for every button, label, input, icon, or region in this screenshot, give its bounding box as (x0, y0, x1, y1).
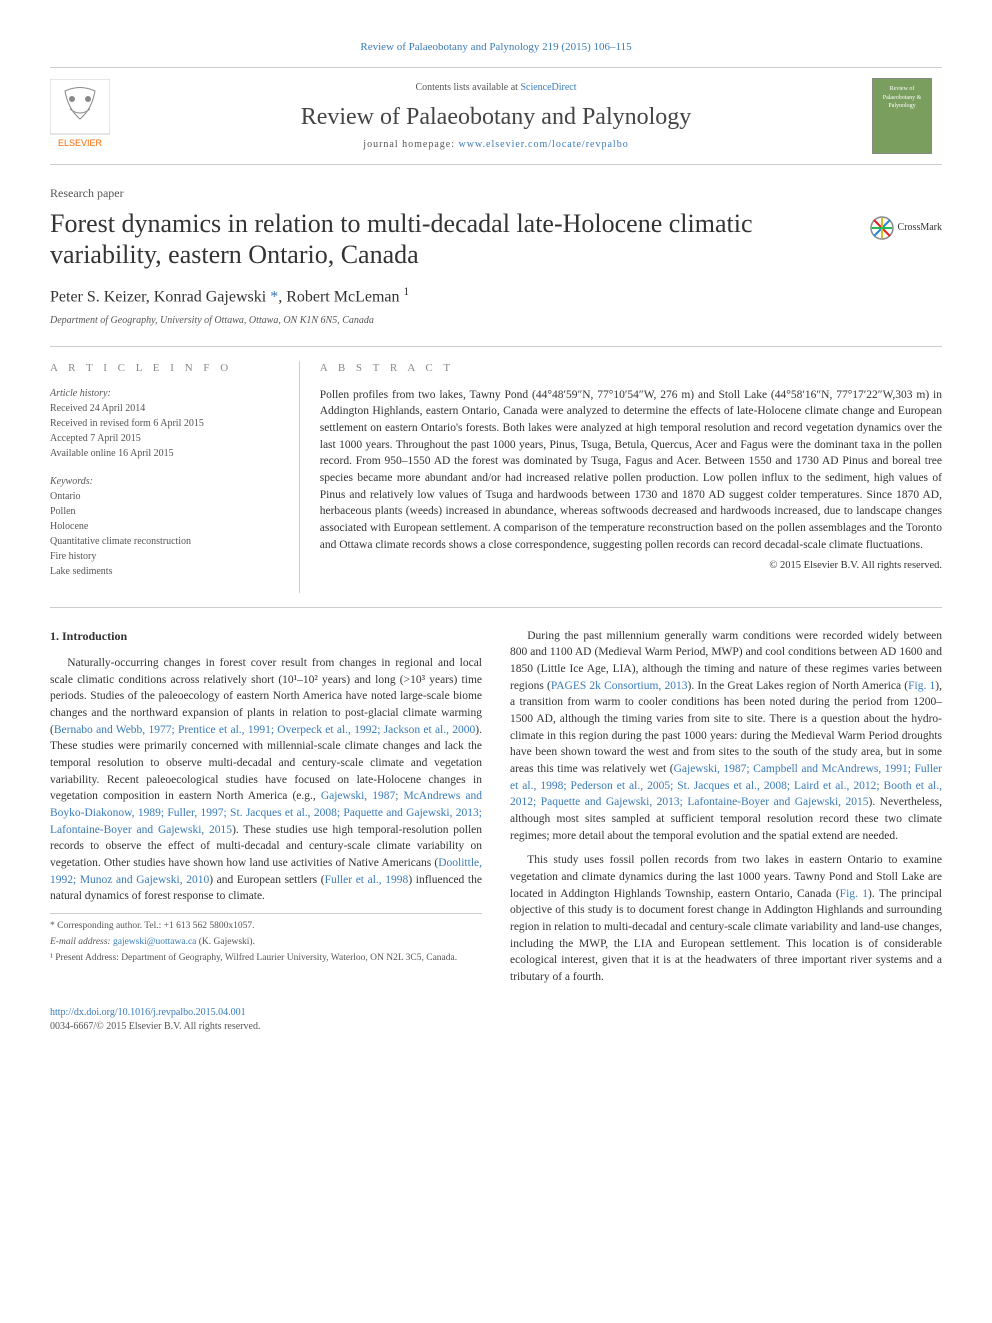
footnotes: * Corresponding author. Tel.: +1 613 562… (50, 913, 482, 965)
journal-banner: ELSEVIER Contents lists available at Sci… (50, 67, 942, 165)
journal-cover: Review of Palaeobotany & Palynology (872, 78, 932, 154)
contents-available: Contents lists available at ScienceDirec… (120, 81, 872, 95)
sciencedirect-link[interactable]: ScienceDirect (520, 82, 576, 93)
body-paragraph: This study uses fossil pollen records fr… (510, 852, 942, 985)
keyword: Holocene (50, 520, 279, 534)
issn-copyright: 0034-6667/© 2015 Elsevier B.V. All right… (50, 1020, 942, 1034)
abstract-copyright: © 2015 Elsevier B.V. All rights reserved… (320, 559, 942, 574)
history-revised: Received in revised form 6 April 2015 (50, 417, 279, 431)
figure-link[interactable]: Fig. 1 (908, 680, 935, 692)
figure-link[interactable]: Fig. 1 (840, 888, 868, 900)
paper-type: Research paper (50, 185, 942, 202)
history-accepted: Accepted 7 April 2015 (50, 432, 279, 446)
keyword: Fire history (50, 550, 279, 564)
citation-link[interactable]: Bernabo and Webb, 1977; Prentice et al.,… (54, 724, 475, 736)
keyword: Quantitative climate reconstruction (50, 535, 279, 549)
history-received: Received 24 April 2014 (50, 402, 279, 416)
keyword: Lake sediments (50, 565, 279, 579)
history-online: Available online 16 April 2015 (50, 447, 279, 461)
keywords-block: Keywords: Ontario Pollen Holocene Quanti… (50, 475, 279, 579)
elsevier-logo: ELSEVIER (50, 79, 110, 149)
keyword: Pollen (50, 505, 279, 519)
crossmark-icon (870, 216, 894, 240)
article-history-block: Article history: Received 24 April 2014 … (50, 387, 279, 461)
section-heading: 1. Introduction (50, 628, 482, 645)
affiliation: Department of Geography, University of O… (50, 314, 942, 328)
paper-title: Forest dynamics in relation to multi-dec… (50, 208, 850, 270)
abstract-label: a b s t r a c t (320, 361, 942, 376)
article-history-title: Article history: (50, 387, 279, 401)
header-citation: Review of Palaeobotany and Palynology 21… (50, 40, 942, 55)
elsevier-logo-container: ELSEVIER (50, 79, 120, 154)
journal-homepage: journal homepage: www.elsevier.com/locat… (120, 138, 872, 152)
citation-link[interactable]: Fuller et al., 1998 (325, 874, 409, 886)
keyword: Ontario (50, 490, 279, 504)
corresponding-marker[interactable]: * (270, 288, 278, 305)
author-footnote-marker: 1 (403, 286, 409, 298)
email-note: E-mail address: gajewski@uottawa.ca (K. … (50, 936, 482, 950)
svg-text:ELSEVIER: ELSEVIER (58, 138, 103, 148)
abstract-text: Pollen profiles from two lakes, Tawny Po… (320, 387, 942, 554)
crossmark-label: CrossMark (898, 221, 942, 235)
body-paragraph: During the past millennium generally war… (510, 628, 942, 845)
journal-name: Review of Palaeobotany and Palynology (120, 101, 872, 135)
journal-homepage-link[interactable]: www.elsevier.com/locate/revpalbo (459, 139, 629, 150)
citation-link[interactable]: PAGES 2k Consortium, 2013 (551, 680, 688, 692)
present-address-note: ¹ Present Address: Department of Geograp… (50, 952, 482, 966)
doi-link[interactable]: http://dx.doi.org/10.1016/j.revpalbo.201… (50, 1007, 246, 1018)
journal-cover-container: Review of Palaeobotany & Palynology (872, 78, 942, 154)
keywords-title: Keywords: (50, 475, 279, 489)
journal-cover-label: Review of Palaeobotany & Palynology (873, 79, 931, 110)
corresponding-author-note: * Corresponding author. Tel.: +1 613 562… (50, 920, 482, 934)
article-info-label: a r t i c l e i n f o (50, 361, 279, 376)
email-link[interactable]: gajewski@uottawa.ca (113, 937, 196, 947)
authors: Peter S. Keizer, Konrad Gajewski *, Robe… (50, 285, 942, 309)
header-citation-link[interactable]: Review of Palaeobotany and Palynology 21… (360, 41, 631, 53)
crossmark-badge[interactable]: CrossMark (870, 216, 942, 240)
body-paragraph: Naturally-occurring changes in forest co… (50, 655, 482, 905)
page-footer: http://dx.doi.org/10.1016/j.revpalbo.201… (50, 1006, 942, 1034)
